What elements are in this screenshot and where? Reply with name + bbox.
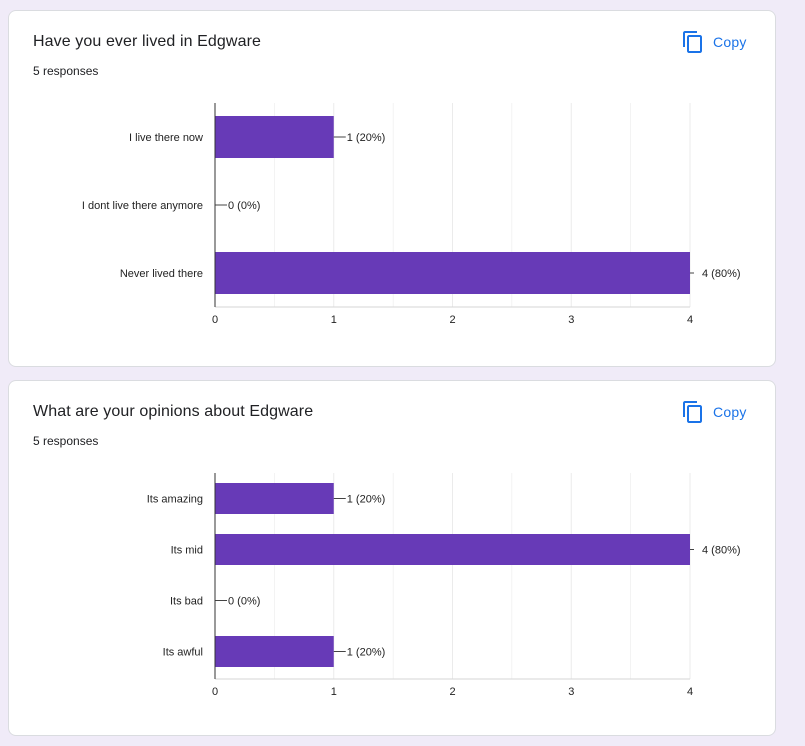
category-label: Its amazing	[147, 494, 203, 506]
data-label: 1 (20%)	[347, 494, 386, 506]
data-label: 1 (20%)	[347, 647, 386, 659]
x-tick-label: 3	[568, 686, 574, 698]
question-title: Have you ever lived in Edgware	[33, 33, 262, 50]
x-tick-label: 1	[331, 314, 337, 326]
bar	[215, 483, 334, 514]
question-title: What are your opinions about Edgware	[33, 403, 314, 420]
x-tick-label: 0	[212, 314, 218, 326]
bar-chart-1: I live there now 1 (20%) I dont live there…	[82, 103, 741, 326]
copy-label: Copy	[713, 404, 747, 420]
x-tick-label: 0	[212, 686, 218, 698]
category-label: Its awful	[163, 647, 203, 659]
category-label: I live there now	[129, 132, 203, 144]
category-label: Its mid	[171, 545, 203, 557]
bar	[215, 116, 334, 158]
bar	[215, 534, 690, 565]
data-label: 0 (0%)	[228, 596, 260, 608]
bar-chart-2: Its amazing 1 (20%) Its mid 4 (80%) Its bad 0…	[147, 473, 741, 698]
x-tick-label: 1	[331, 686, 337, 698]
copy-icon	[683, 401, 702, 423]
x-tick-label: 2	[449, 686, 455, 698]
copy-label: Copy	[713, 34, 747, 50]
data-label: 4 (80%)	[702, 545, 741, 557]
bar	[215, 636, 334, 667]
copy-chart-button[interactable]: Copy	[681, 400, 747, 424]
copy-icon	[683, 31, 702, 53]
category-label: Never lived there	[120, 268, 203, 280]
x-tick-label: 2	[449, 314, 455, 326]
x-tick-label: 4	[687, 686, 693, 698]
copy-chart-button[interactable]: Copy	[681, 30, 747, 54]
bar	[215, 252, 690, 294]
category-label: Its bad	[170, 596, 203, 608]
x-tick-label: 3	[568, 314, 574, 326]
data-label: 4 (80%)	[702, 268, 741, 280]
x-tick-label: 4	[687, 314, 693, 326]
data-label: 0 (0%)	[228, 200, 260, 212]
data-label: 1 (20%)	[347, 132, 386, 144]
response-count: 5 responses	[33, 434, 99, 448]
category-label: I dont live there anymore	[82, 200, 203, 212]
response-count: 5 responses	[33, 64, 99, 78]
